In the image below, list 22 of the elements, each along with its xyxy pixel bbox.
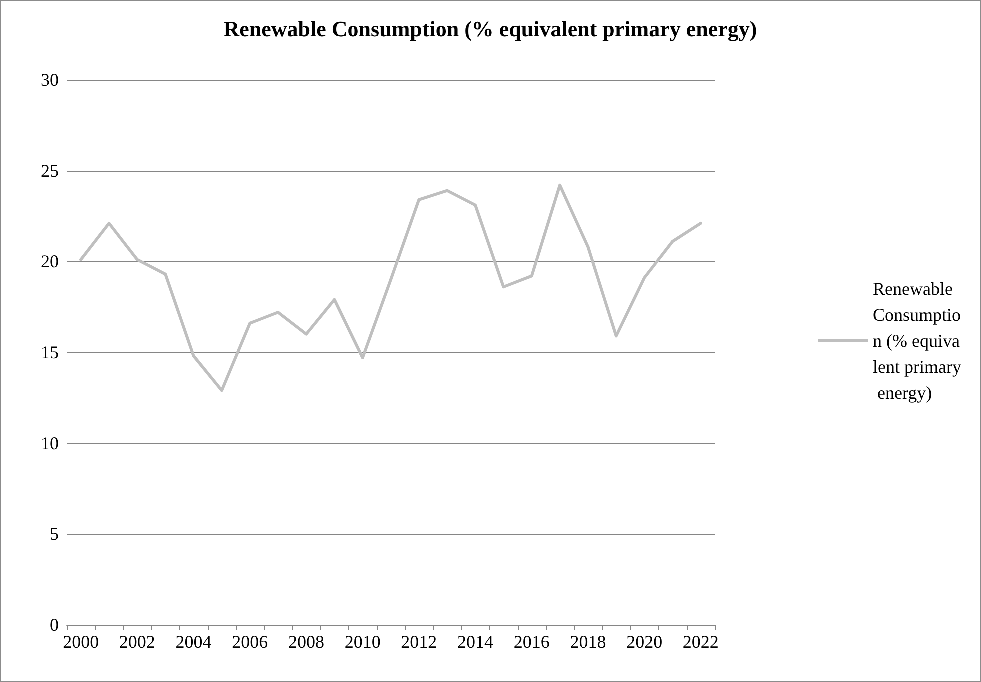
y-tick-label: 5 <box>50 524 59 544</box>
x-tick-label: 2020 <box>626 632 663 652</box>
y-tick-label: 10 <box>41 433 59 454</box>
x-tick-label: 2004 <box>176 632 212 652</box>
line-series <box>80 184 702 392</box>
y-tick-label: 30 <box>41 70 59 90</box>
x-tick-label: 2010 <box>344 632 381 652</box>
x-tick-label: 2018 <box>570 632 606 652</box>
x-tick-label: 2006 <box>232 632 268 652</box>
y-tick-label: 15 <box>41 342 59 362</box>
x-tick-label: 2012 <box>401 632 438 652</box>
x-tick-label: 2008 <box>288 632 324 652</box>
x-tick-label: 2002 <box>119 632 156 652</box>
y-tick-label: 25 <box>41 160 59 181</box>
x-tick-label: 2014 <box>458 632 494 652</box>
legend-label: Renewable Consumption (% equivalent primary energy) <box>873 279 962 403</box>
y-tick-label: 0 <box>50 615 59 635</box>
x-tick-label: 2000 <box>63 632 100 652</box>
x-tick-label: 2016 <box>514 632 550 652</box>
chart-title: Renewable Consumption (% equivalent primary energy) <box>224 16 758 42</box>
x-tick-label: 2022 <box>682 632 719 652</box>
y-tick-label: 20 <box>41 252 59 272</box>
